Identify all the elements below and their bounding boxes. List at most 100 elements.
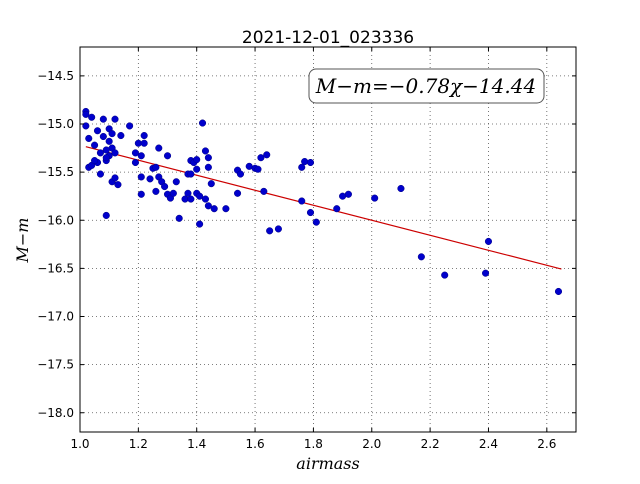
fit-equation-text: M−m=−0.78χ−14.44 bbox=[315, 74, 536, 98]
data-point bbox=[204, 163, 212, 171]
data-point bbox=[169, 189, 177, 197]
data-point bbox=[102, 146, 110, 154]
data-point bbox=[172, 178, 180, 186]
data-point bbox=[96, 149, 104, 157]
data-point bbox=[184, 189, 192, 197]
data-point bbox=[306, 209, 315, 217]
grid-layer bbox=[79, 47, 576, 432]
fit-layer bbox=[85, 146, 562, 270]
data-point bbox=[371, 194, 379, 202]
data-point bbox=[108, 130, 116, 138]
data-point bbox=[175, 214, 183, 222]
y-tick-label: −15.5 bbox=[37, 165, 74, 179]
data-point bbox=[306, 158, 315, 167]
x-tick-label: 2.0 bbox=[362, 437, 381, 451]
x-tick-label: 1.0 bbox=[70, 437, 89, 451]
data-point bbox=[85, 134, 93, 142]
y-tick-label: −16.5 bbox=[37, 261, 74, 275]
data-point bbox=[554, 287, 563, 296]
data-point bbox=[298, 197, 306, 205]
data-point bbox=[344, 190, 352, 198]
data-point bbox=[257, 154, 265, 162]
data-point bbox=[91, 141, 99, 149]
data-point bbox=[114, 181, 122, 189]
data-point bbox=[196, 192, 204, 200]
data-point bbox=[146, 175, 154, 183]
data-point bbox=[222, 205, 230, 213]
data-point bbox=[111, 115, 119, 123]
data-point bbox=[484, 237, 493, 245]
data-point bbox=[441, 271, 449, 279]
data-point bbox=[210, 205, 218, 213]
data-point bbox=[234, 189, 242, 197]
data-point bbox=[137, 190, 145, 198]
data-point bbox=[201, 195, 210, 203]
data-point bbox=[196, 220, 204, 228]
y-axis-label: M−m bbox=[13, 218, 32, 264]
data-point bbox=[201, 147, 210, 155]
data-point bbox=[301, 157, 309, 166]
data-point bbox=[397, 184, 405, 193]
y-tick-label: −17.5 bbox=[37, 358, 74, 372]
data-point bbox=[193, 165, 201, 173]
data-point bbox=[204, 154, 212, 162]
x-tick-label: 1.8 bbox=[304, 437, 323, 451]
x-tick-label: 1.2 bbox=[129, 437, 148, 451]
chart-title: 2021-12-01_023336 bbox=[242, 28, 414, 48]
data-point bbox=[254, 165, 262, 173]
y-tick-label: −17.0 bbox=[37, 310, 74, 324]
data-point bbox=[82, 122, 90, 130]
data-point bbox=[137, 152, 145, 160]
data-point bbox=[187, 195, 195, 203]
x-tick-label: 2.4 bbox=[479, 437, 498, 451]
data-point bbox=[204, 202, 212, 210]
data-point bbox=[140, 132, 148, 140]
data-point bbox=[260, 187, 268, 195]
data-point bbox=[263, 151, 271, 159]
data-point bbox=[312, 218, 320, 226]
x-tick-label: 2.6 bbox=[537, 437, 556, 451]
data-point bbox=[111, 174, 119, 182]
data-point bbox=[274, 225, 282, 233]
y-tick-label: −18.0 bbox=[37, 406, 74, 420]
data-point bbox=[482, 269, 490, 277]
data-point bbox=[105, 137, 113, 145]
data-point bbox=[155, 144, 163, 152]
data-point bbox=[88, 113, 96, 121]
fit-line bbox=[85, 146, 562, 270]
y-tick-label: −14.5 bbox=[37, 69, 74, 83]
data-point bbox=[91, 157, 99, 165]
x-axis-label: airmass bbox=[296, 454, 359, 473]
fit-equation-box: M−m=−0.78χ−14.44 bbox=[308, 68, 545, 104]
data-point bbox=[99, 132, 107, 141]
data-point bbox=[99, 115, 107, 123]
data-point bbox=[298, 163, 306, 171]
data-point bbox=[207, 180, 215, 188]
data-point bbox=[131, 158, 139, 167]
data-point bbox=[137, 173, 145, 181]
plot-frame bbox=[79, 46, 577, 433]
ticks-layer: 1.0 1.2 1.4 1.6 1.8 2.0 2.2 2.4 2.6 −14.5 −15.0 −15… bbox=[37, 47, 576, 451]
data-point bbox=[152, 163, 160, 171]
x-tick-label: 1.4 bbox=[187, 437, 206, 451]
data-point bbox=[333, 205, 341, 213]
x-tick-label: 1.6 bbox=[246, 437, 265, 451]
data-point bbox=[198, 119, 207, 127]
data-point bbox=[161, 183, 169, 191]
data-point bbox=[140, 139, 148, 147]
data-point bbox=[163, 152, 172, 160]
data-point bbox=[117, 132, 125, 140]
points-layer bbox=[82, 107, 563, 296]
data-point bbox=[96, 170, 104, 178]
y-tick-label: −15.0 bbox=[37, 117, 74, 131]
data-point bbox=[126, 122, 134, 130]
data-point bbox=[82, 110, 90, 118]
data-point bbox=[102, 154, 110, 162]
data-point bbox=[193, 156, 201, 164]
data-point bbox=[187, 170, 195, 178]
data-point bbox=[266, 227, 274, 235]
data-point bbox=[417, 253, 425, 261]
data-point bbox=[111, 149, 119, 157]
